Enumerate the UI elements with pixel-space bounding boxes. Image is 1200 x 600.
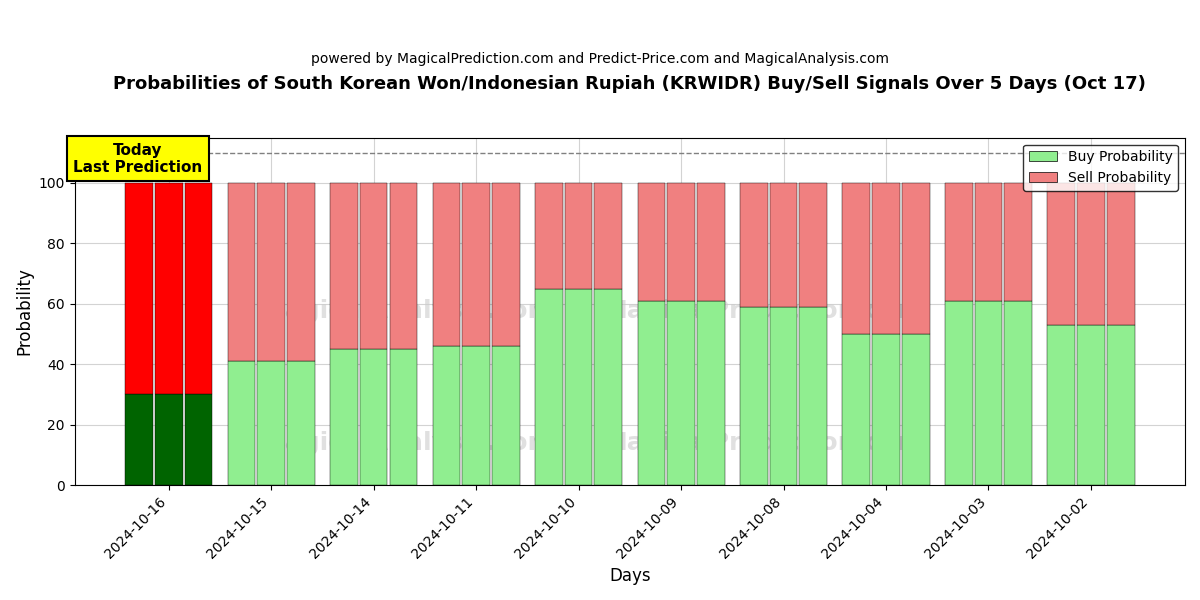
Bar [637, 183, 665, 301]
Bar [872, 183, 900, 334]
Bar [944, 301, 973, 485]
Text: MagicalAnalysis.com: MagicalAnalysis.com [260, 299, 554, 323]
Bar [1004, 301, 1032, 485]
Bar [667, 301, 695, 485]
Bar [360, 349, 388, 485]
Bar [594, 183, 622, 289]
Bar [287, 183, 314, 361]
Text: MagicalPrediction.com: MagicalPrediction.com [602, 299, 924, 323]
Bar [462, 183, 490, 346]
Bar [330, 349, 358, 485]
Bar [740, 183, 768, 307]
Bar [697, 301, 725, 485]
Bar [535, 289, 563, 485]
Bar [1048, 325, 1075, 485]
Bar [462, 346, 490, 485]
Bar [697, 183, 725, 301]
Text: Today
Last Prediction: Today Last Prediction [73, 143, 203, 175]
Bar [360, 183, 388, 349]
Bar [842, 183, 870, 334]
Bar [257, 361, 284, 485]
Bar [667, 183, 695, 301]
Bar [594, 289, 622, 485]
Bar [799, 183, 827, 307]
Bar [1004, 183, 1032, 301]
Bar [492, 346, 520, 485]
Bar [390, 349, 418, 485]
Bar [185, 183, 212, 394]
Bar [974, 183, 1002, 301]
Bar [769, 183, 797, 307]
Bar [565, 289, 593, 485]
Bar [390, 183, 418, 349]
Bar [228, 361, 256, 485]
Bar [185, 394, 212, 485]
Bar [125, 183, 152, 394]
Bar [902, 334, 930, 485]
X-axis label: Days: Days [610, 567, 650, 585]
Bar [492, 183, 520, 346]
Bar [155, 394, 182, 485]
Bar [842, 334, 870, 485]
Bar [432, 183, 461, 346]
Bar [944, 183, 973, 301]
Text: MagicalPrediction.com: MagicalPrediction.com [602, 431, 924, 455]
Bar [637, 301, 665, 485]
Bar [872, 334, 900, 485]
Bar [1106, 183, 1134, 325]
Bar [565, 183, 593, 289]
Title: Probabilities of South Korean Won/Indonesian Rupiah (KRWIDR) Buy/Sell Signals Ov: Probabilities of South Korean Won/Indone… [113, 75, 1146, 93]
Bar [1078, 325, 1105, 485]
Bar [769, 307, 797, 485]
Bar [432, 346, 461, 485]
Bar [902, 183, 930, 334]
Bar [125, 394, 152, 485]
Bar [1048, 183, 1075, 325]
Bar [1106, 325, 1134, 485]
Text: MagicalAnalysis.com: MagicalAnalysis.com [260, 431, 554, 455]
Bar [330, 183, 358, 349]
Text: powered by MagicalPrediction.com and Predict-Price.com and MagicalAnalysis.com: powered by MagicalPrediction.com and Pre… [311, 52, 889, 66]
Bar [535, 183, 563, 289]
Bar [228, 183, 256, 361]
Bar [155, 183, 182, 394]
Bar [1078, 183, 1105, 325]
Bar [287, 361, 314, 485]
Bar [974, 301, 1002, 485]
Y-axis label: Probability: Probability [16, 268, 34, 355]
Bar [740, 307, 768, 485]
Legend: Buy Probability, Sell Probability: Buy Probability, Sell Probability [1024, 145, 1178, 191]
Bar [257, 183, 284, 361]
Bar [799, 307, 827, 485]
